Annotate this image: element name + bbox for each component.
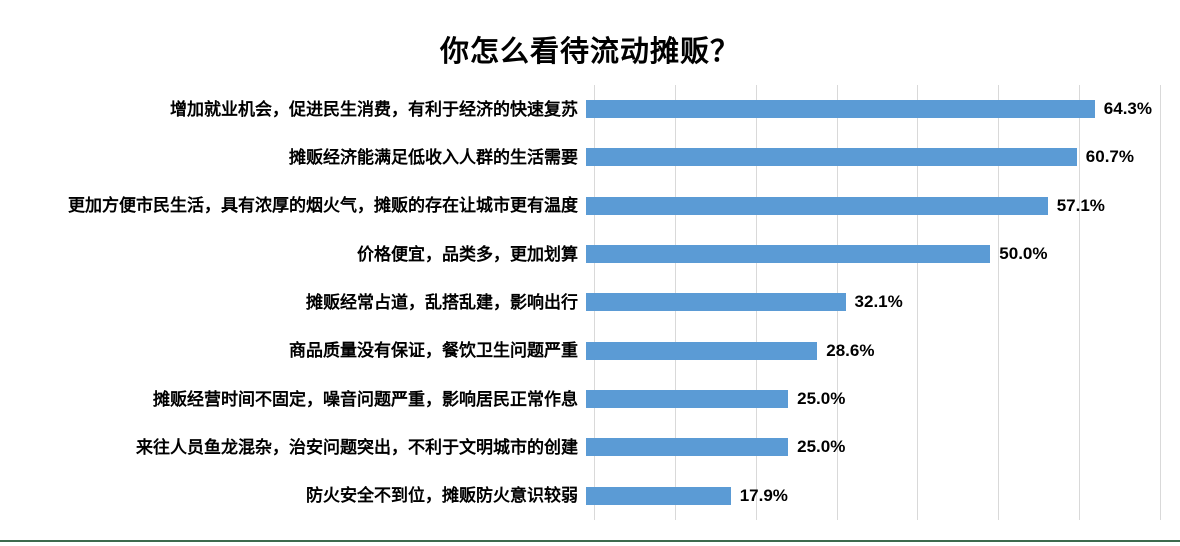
category-label: 摊贩经济能满足低收入人群的生活需要 (289, 147, 578, 167)
bar-area: 64.3% (586, 85, 1152, 133)
bar (586, 438, 789, 457)
chart-row: 摊贩经常占道，乱搭乱建，影响出行 32.1% (0, 278, 1180, 326)
value-label: 50.0% (999, 244, 1048, 264)
bar (586, 148, 1077, 167)
bar (586, 390, 789, 409)
chart-row: 防火安全不到位，摊贩防火意识较弱 17.9% (0, 472, 1180, 520)
chart-row: 价格便宜，品类多，更加划算 50.0% (0, 230, 1180, 278)
bar-area: 25.0% (586, 423, 1152, 471)
bottom-border-line (0, 540, 1180, 542)
gridline (998, 85, 1000, 520)
value-label: 25.0% (797, 437, 846, 457)
category-label: 防火安全不到位，摊贩防火意识较弱 (306, 486, 578, 506)
plot-area: 增加就业机会，促进民生消费，有利于经济的快速复苏 64.3% 摊贩经济能满足低收入人… (0, 85, 1180, 520)
bar (586, 100, 1095, 119)
category-label: 增加就业机会，促进民生消费，有利于经济的快速复苏 (170, 99, 578, 119)
bar-area: 32.1% (586, 278, 1152, 326)
chart-row: 摊贩经济能满足低收入人群的生活需要 60.7% (0, 133, 1180, 181)
bar (586, 196, 1048, 215)
bar-area: 25.0% (586, 375, 1152, 423)
chart-row: 增加就业机会，促进民生消费，有利于经济的快速复苏 64.3% (0, 85, 1180, 133)
chart-row: 商品质量没有保证，餐饮卫生问题严重 28.6% (0, 327, 1180, 375)
bar-area: 17.9% (586, 472, 1152, 520)
value-label: 64.3% (1103, 99, 1152, 119)
chart-row: 来往人员鱼龙混杂，治安问题突出，不利于文明城市的创建 25.0% (0, 423, 1180, 471)
chart-row: 摊贩经营时间不固定，噪音问题严重，影响居民正常作息 25.0% (0, 375, 1180, 423)
value-label: 25.0% (797, 389, 846, 409)
bar-area: 60.7% (586, 133, 1152, 181)
value-label: 60.7% (1085, 147, 1134, 167)
bar (586, 245, 991, 264)
bar-area: 28.6% (586, 327, 1152, 375)
category-label: 价格便宜，品类多，更加划算 (357, 244, 578, 264)
bar (586, 293, 846, 312)
gridline (1160, 85, 1161, 520)
value-label: 17.9% (739, 485, 788, 505)
value-label: 57.1% (1056, 195, 1105, 215)
category-label: 摊贩经营时间不固定，噪音问题严重，影响居民正常作息 (153, 389, 578, 409)
value-label: 32.1% (854, 292, 903, 312)
category-label: 商品质量没有保证，餐饮卫生问题严重 (289, 341, 578, 361)
category-label: 更加方便市民生活，具有浓厚的烟火气，摊贩的存在让城市更有温度 (68, 196, 578, 216)
gridline (917, 85, 919, 520)
gridline (1079, 85, 1081, 520)
chart-title: 你怎么看待流动摊贩？ (439, 36, 740, 68)
bar (586, 486, 731, 505)
chart-rows: 增加就业机会，促进民生消费，有利于经济的快速复苏 64.3% 摊贩经济能满足低收入人… (0, 85, 1180, 520)
category-label: 摊贩经常占道，乱搭乱建，影响出行 (306, 292, 578, 312)
category-label: 来往人员鱼龙混杂，治安问题突出，不利于文明城市的创建 (136, 437, 578, 457)
bar (586, 341, 818, 360)
value-label: 28.6% (826, 340, 875, 360)
chart-row: 更加方便市民生活，具有浓厚的烟火气，摊贩的存在让城市更有温度 57.1% (0, 182, 1180, 230)
bar-area: 50.0% (586, 230, 1152, 278)
bar-area: 57.1% (586, 182, 1152, 230)
